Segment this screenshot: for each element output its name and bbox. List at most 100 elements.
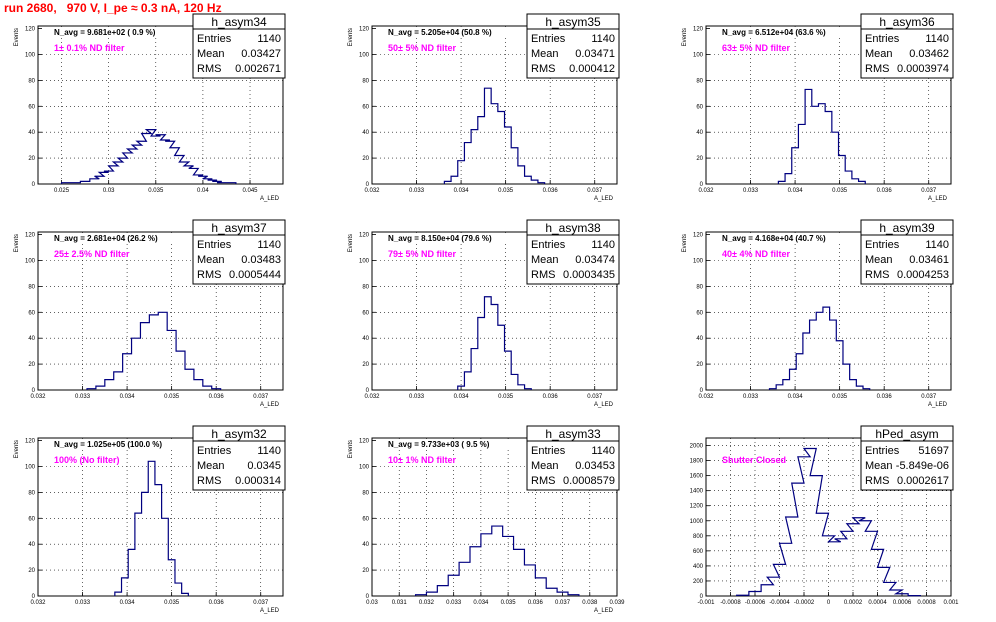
x-axis-label: A_LED	[260, 608, 280, 614]
y-tick-label: 1600	[690, 474, 704, 480]
x-tick-label: 0.036	[528, 600, 544, 606]
x-tick-label: 0.0004	[868, 600, 887, 606]
navg-annotation: N_avg = 8.150e+04 (79.6 %)	[388, 234, 492, 243]
stats-value-entries: 1140	[591, 445, 615, 457]
x-tick-label: 0.032	[364, 394, 380, 400]
histogram-series	[86, 311, 222, 390]
histogram-series	[443, 87, 546, 184]
stats-label-rms: RMS	[531, 63, 555, 75]
y-tick-label: 40	[28, 336, 35, 342]
histogram-h_asym35: 0.032 0.033 0.034 0.035 0.036 0.037 0 20 40 60 80 1…	[348, 13, 620, 202]
y-tick-label: 40	[28, 542, 35, 548]
run-title: run 2680, 970 V, I_pe ≈ 0.3 nA, 120 Hz	[4, 1, 222, 15]
plot-frame	[705, 25, 952, 185]
annotation-bg	[710, 233, 890, 244]
stats-value-mean: -5.849e-06	[896, 460, 949, 472]
filter-label: 100% (No filter)	[54, 455, 120, 465]
stats-name: h_asym35	[545, 15, 601, 29]
histogram-series	[736, 447, 921, 597]
y-tick-label: 20	[362, 568, 369, 574]
x-axis-label: A_LED	[928, 402, 948, 408]
y-tick-label: 60	[696, 104, 703, 110]
navg-annotation: N_avg = 6.512e+04 (63.6 %)	[722, 28, 826, 37]
x-tick-label: -0.0008	[720, 600, 741, 606]
y-tick-label: 0	[32, 594, 36, 600]
stats-label-entries: Entries	[531, 239, 566, 251]
stats-value-mean: 0.03461	[909, 254, 949, 266]
stats-label-mean: Mean	[197, 254, 225, 266]
x-tick-label: 0.034	[454, 188, 470, 194]
y-tick-label: 80	[28, 490, 35, 496]
y-tick-label: 0	[32, 388, 36, 394]
stats-value-rms: 0.002671	[235, 63, 281, 75]
y-tick-label: 60	[362, 516, 369, 522]
x-tick-label: 0.034	[473, 600, 489, 606]
x-axis-label: A_LED	[594, 608, 614, 614]
y-tick-label: 1800	[690, 459, 704, 465]
y-tick-label: 100	[25, 464, 36, 470]
histogram-h_asym33: 0.03 0.031 0.032 0.033 0.034 0.035 0.036 0.037 0…	[348, 425, 625, 614]
navg-annotation: N_avg = 2.681e+04 (26.2 %)	[54, 234, 158, 243]
stats-box	[526, 13, 620, 79]
stats-name: h_asym36	[879, 15, 935, 29]
y-tick-label: 0	[32, 182, 36, 188]
y-tick-label: 100	[25, 52, 36, 58]
y-tick-label: 100	[359, 258, 370, 264]
y-tick-label: 80	[696, 78, 703, 84]
navg-annotation: N_avg = 9.733e+03 ( 9.5 %)	[388, 440, 490, 449]
x-tick-label: 0.036	[877, 394, 893, 400]
stats-value-mean: 0.03453	[575, 460, 615, 472]
histogram-series	[60, 129, 237, 184]
x-tick-label: 0.035	[164, 600, 180, 606]
y-tick-label: 20	[362, 156, 369, 162]
stats-value-rms: 0.0003974	[897, 63, 949, 75]
filter-label: 10± 1% ND filter	[388, 455, 456, 465]
y-tick-label: 0	[366, 388, 370, 394]
y-tick-label: 2000	[690, 444, 704, 450]
stats-value-rms: 0.0002617	[897, 475, 949, 487]
x-tick-label: 0.032	[30, 600, 46, 606]
x-tick-label: 0	[827, 600, 831, 606]
x-tick-label: 0.031	[392, 600, 408, 606]
y-tick-label: 80	[362, 78, 369, 84]
y-tick-label: 100	[359, 464, 370, 470]
x-axis-label: A_LED	[594, 402, 614, 408]
y-tick-label: 120	[25, 233, 36, 239]
stats-label-entries: Entries	[865, 445, 900, 457]
y-tick-label: 20	[28, 362, 35, 368]
y-tick-label: 40	[696, 130, 703, 136]
stats-name: h_asym38	[545, 221, 601, 235]
stats-value-mean: 0.03462	[909, 48, 949, 60]
y-axis-label: Events	[348, 440, 354, 458]
stats-value-rms: 0.0004253	[897, 269, 949, 281]
stats-label-mean: Mean	[197, 460, 225, 472]
histogram-hPed_asym: -0.001 -0.0008 -0.0006 -0.0004 -0.0002 0 0.000…	[690, 425, 959, 606]
stats-label-mean: Mean	[197, 48, 225, 60]
stats-label-entries: Entries	[865, 33, 900, 45]
stats-box	[860, 219, 954, 285]
stats-label-entries: Entries	[531, 445, 566, 457]
y-tick-label: 120	[693, 27, 704, 33]
y-tick-label: 120	[359, 439, 370, 445]
x-tick-label: 0.04	[197, 188, 209, 194]
x-tick-label: 0.033	[75, 600, 91, 606]
stats-label-entries: Entries	[531, 33, 566, 45]
y-tick-label: 800	[693, 534, 704, 540]
histogram-series	[768, 306, 871, 390]
y-tick-label: 0	[700, 182, 704, 188]
y-tick-label: 20	[28, 568, 35, 574]
y-tick-label: 60	[696, 310, 703, 316]
stats-label-rms: RMS	[197, 475, 221, 487]
stats-label-rms: RMS	[197, 63, 221, 75]
x-tick-label: -0.0002	[794, 600, 815, 606]
stats-value-mean: 0.03471	[575, 48, 615, 60]
x-tick-label: 0.035	[498, 188, 514, 194]
stats-label-mean: Mean	[865, 254, 893, 266]
annotation-bg	[376, 27, 556, 38]
histogram-series	[114, 460, 189, 596]
x-tick-label: 0.036	[209, 394, 225, 400]
y-tick-label: 120	[25, 439, 36, 445]
x-tick-label: 0.034	[788, 188, 804, 194]
stats-value-entries: 1140	[925, 33, 949, 45]
y-tick-label: 0	[366, 182, 370, 188]
